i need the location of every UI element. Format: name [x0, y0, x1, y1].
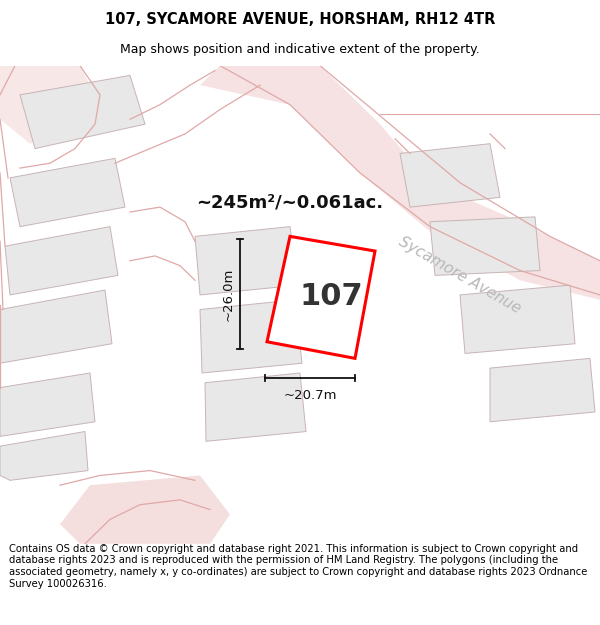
Polygon shape — [490, 358, 595, 422]
Text: Sycamore Avenue: Sycamore Avenue — [396, 234, 524, 316]
Polygon shape — [200, 66, 600, 300]
Polygon shape — [0, 431, 88, 481]
Text: Contains OS data © Crown copyright and database right 2021. This information is : Contains OS data © Crown copyright and d… — [9, 544, 587, 589]
Text: ~26.0m: ~26.0m — [221, 268, 235, 321]
Text: 107, SYCAMORE AVENUE, HORSHAM, RH12 4TR: 107, SYCAMORE AVENUE, HORSHAM, RH12 4TR — [105, 12, 495, 27]
Text: Map shows position and indicative extent of the property.: Map shows position and indicative extent… — [120, 42, 480, 56]
Polygon shape — [400, 144, 500, 207]
Polygon shape — [20, 76, 145, 149]
Polygon shape — [205, 373, 306, 441]
Text: ~20.7m: ~20.7m — [283, 389, 337, 402]
Polygon shape — [0, 290, 112, 363]
Polygon shape — [430, 217, 540, 276]
Polygon shape — [460, 285, 575, 354]
Text: 107: 107 — [300, 282, 364, 311]
Polygon shape — [60, 476, 230, 544]
Polygon shape — [267, 236, 375, 358]
Polygon shape — [10, 158, 125, 227]
Polygon shape — [200, 300, 302, 373]
Polygon shape — [0, 66, 95, 144]
Polygon shape — [5, 227, 118, 295]
Polygon shape — [195, 227, 298, 295]
Text: ~245m²/~0.061ac.: ~245m²/~0.061ac. — [196, 193, 383, 211]
Polygon shape — [0, 373, 95, 436]
